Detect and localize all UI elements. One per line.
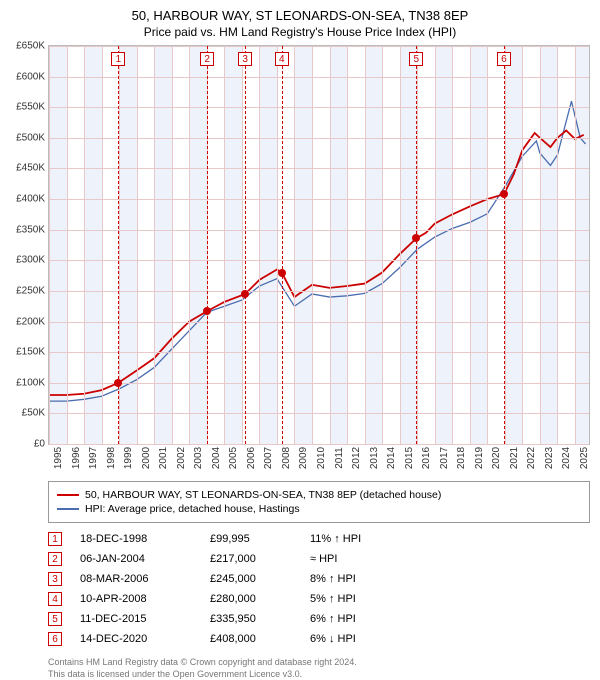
event-date: 14-DEC-2020: [80, 633, 210, 645]
event-diff: 11% ↑ HPI: [310, 533, 420, 545]
legend-box: 50, HARBOUR WAY, ST LEONARDS-ON-SEA, TN3…: [48, 481, 590, 523]
event-date: 08-MAR-2006: [80, 573, 210, 585]
legend-row-hpi: HPI: Average price, detached house, Hast…: [57, 502, 581, 516]
event-row: 6 14-DEC-2020£408,0006% ↓ HPI: [48, 629, 590, 649]
x-axis-label: 2011: [330, 447, 345, 469]
event-row: 1 18-DEC-1998£99,99511% ↑ HPI: [48, 529, 590, 549]
event-date: 06-JAN-2004: [80, 553, 210, 565]
x-axis-label: 2001: [154, 447, 169, 469]
event-number: 1: [48, 532, 62, 546]
y-axis-label: £0: [34, 439, 49, 450]
event-row: 5 11-DEC-2015£335,9506% ↑ HPI: [48, 609, 590, 629]
event-diff: ≈ HPI: [310, 553, 420, 565]
event-row: 4 10-APR-2008£280,0005% ↑ HPI: [48, 589, 590, 609]
event-number: 4: [48, 592, 62, 606]
event-marker: 4: [275, 52, 289, 66]
x-axis-label: 1999: [119, 447, 134, 469]
y-axis-label: £650K: [16, 41, 49, 52]
footer: Contains HM Land Registry data © Crown c…: [48, 657, 590, 680]
container: 50, HARBOUR WAY, ST LEONARDS-ON-SEA, TN3…: [0, 0, 600, 680]
y-axis-label: £250K: [16, 285, 49, 296]
chart-subtitle: Price paid vs. HM Land Registry's House …: [0, 25, 600, 45]
event-number: 3: [48, 572, 62, 586]
x-axis-label: 2007: [259, 447, 274, 469]
x-axis-label: 2014: [382, 447, 397, 469]
x-axis-label: 2013: [365, 447, 380, 469]
event-diff: 6% ↓ HPI: [310, 633, 420, 645]
x-axis-label: 1996: [67, 447, 82, 469]
x-axis-label: 2000: [137, 447, 152, 469]
event-date: 18-DEC-1998: [80, 533, 210, 545]
x-axis-label: 2006: [242, 447, 257, 469]
x-axis-label: 2009: [294, 447, 309, 469]
y-axis-label: £350K: [16, 224, 49, 235]
footer-line2: This data is licensed under the Open Gov…: [48, 669, 590, 680]
y-axis-label: £550K: [16, 102, 49, 113]
x-axis-label: 2004: [207, 447, 222, 469]
x-axis-label: 2018: [452, 447, 467, 469]
x-axis-label: 2024: [557, 447, 572, 469]
x-axis-label: 2022: [522, 447, 537, 469]
chart-area: £0£50K£100K£150K£200K£250K£300K£350K£400…: [48, 45, 590, 445]
event-marker: 6: [497, 52, 511, 66]
event-marker: 3: [238, 52, 252, 66]
x-axis-label: 2003: [189, 447, 204, 469]
x-axis-label: 2025: [575, 447, 590, 469]
event-price: £335,950: [210, 613, 310, 625]
event-price: £280,000: [210, 593, 310, 605]
event-diff: 8% ↑ HPI: [310, 573, 420, 585]
events-table: 1 18-DEC-1998£99,99511% ↑ HPI 2 06-JAN-2004…: [48, 529, 590, 649]
event-price: £99,995: [210, 533, 310, 545]
x-axis-label: 2023: [540, 447, 555, 469]
x-axis-label: 2012: [347, 447, 362, 469]
y-axis-label: £450K: [16, 163, 49, 174]
legend-label-property: 50, HARBOUR WAY, ST LEONARDS-ON-SEA, TN3…: [85, 489, 441, 501]
event-number: 6: [48, 632, 62, 646]
event-diff: 6% ↑ HPI: [310, 613, 420, 625]
legend-swatch-hpi: [57, 508, 79, 510]
y-axis-label: £100K: [16, 377, 49, 388]
y-axis-label: £50K: [22, 408, 49, 419]
event-number: 2: [48, 552, 62, 566]
x-axis-label: 2002: [172, 447, 187, 469]
legend-label-hpi: HPI: Average price, detached house, Hast…: [85, 503, 300, 515]
plot-svg: [49, 46, 589, 444]
event-date: 11-DEC-2015: [80, 613, 210, 625]
event-row: 2 06-JAN-2004£217,000≈ HPI: [48, 549, 590, 569]
event-marker: 5: [409, 52, 423, 66]
x-axis-label: 2016: [417, 447, 432, 469]
y-axis-label: £200K: [16, 316, 49, 327]
x-axis-label: 1997: [84, 447, 99, 469]
y-axis-label: £600K: [16, 71, 49, 82]
x-axis-label: 2019: [470, 447, 485, 469]
y-axis-label: £500K: [16, 132, 49, 143]
legend-swatch-property: [57, 494, 79, 496]
x-axis-label: 2008: [277, 447, 292, 469]
y-axis-label: £400K: [16, 194, 49, 205]
y-axis-label: £150K: [16, 347, 49, 358]
footer-line1: Contains HM Land Registry data © Crown c…: [48, 657, 590, 669]
event-row: 3 08-MAR-2006£245,0008% ↑ HPI: [48, 569, 590, 589]
event-number: 5: [48, 612, 62, 626]
x-axis-label: 1995: [49, 447, 64, 469]
y-axis-label: £300K: [16, 255, 49, 266]
x-axis-label: 2020: [487, 447, 502, 469]
event-diff: 5% ↑ HPI: [310, 593, 420, 605]
chart-title: 50, HARBOUR WAY, ST LEONARDS-ON-SEA, TN3…: [0, 0, 600, 25]
event-date: 10-APR-2008: [80, 593, 210, 605]
x-axis-label: 1998: [102, 447, 117, 469]
event-marker: 2: [200, 52, 214, 66]
event-marker: 1: [111, 52, 125, 66]
event-price: £408,000: [210, 633, 310, 645]
event-price: £245,000: [210, 573, 310, 585]
x-axis-label: 2005: [224, 447, 239, 469]
x-axis-label: 2017: [435, 447, 450, 469]
x-axis-label: 2010: [312, 447, 327, 469]
legend-row-property: 50, HARBOUR WAY, ST LEONARDS-ON-SEA, TN3…: [57, 488, 581, 502]
x-axis-label: 2015: [400, 447, 415, 469]
event-price: £217,000: [210, 553, 310, 565]
x-axis-label: 2021: [505, 447, 520, 469]
